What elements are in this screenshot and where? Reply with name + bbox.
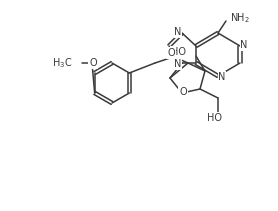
- Text: O: O: [89, 58, 97, 68]
- Text: N: N: [240, 40, 248, 50]
- Text: N: N: [218, 72, 226, 82]
- Text: N: N: [174, 59, 182, 69]
- Text: H$_3$C: H$_3$C: [52, 56, 72, 70]
- Text: N: N: [174, 27, 182, 37]
- Text: HO: HO: [207, 113, 222, 123]
- Text: HO: HO: [171, 47, 186, 57]
- Text: NH$_2$: NH$_2$: [230, 11, 250, 25]
- Text: O: O: [179, 87, 187, 97]
- Text: O: O: [167, 48, 175, 58]
